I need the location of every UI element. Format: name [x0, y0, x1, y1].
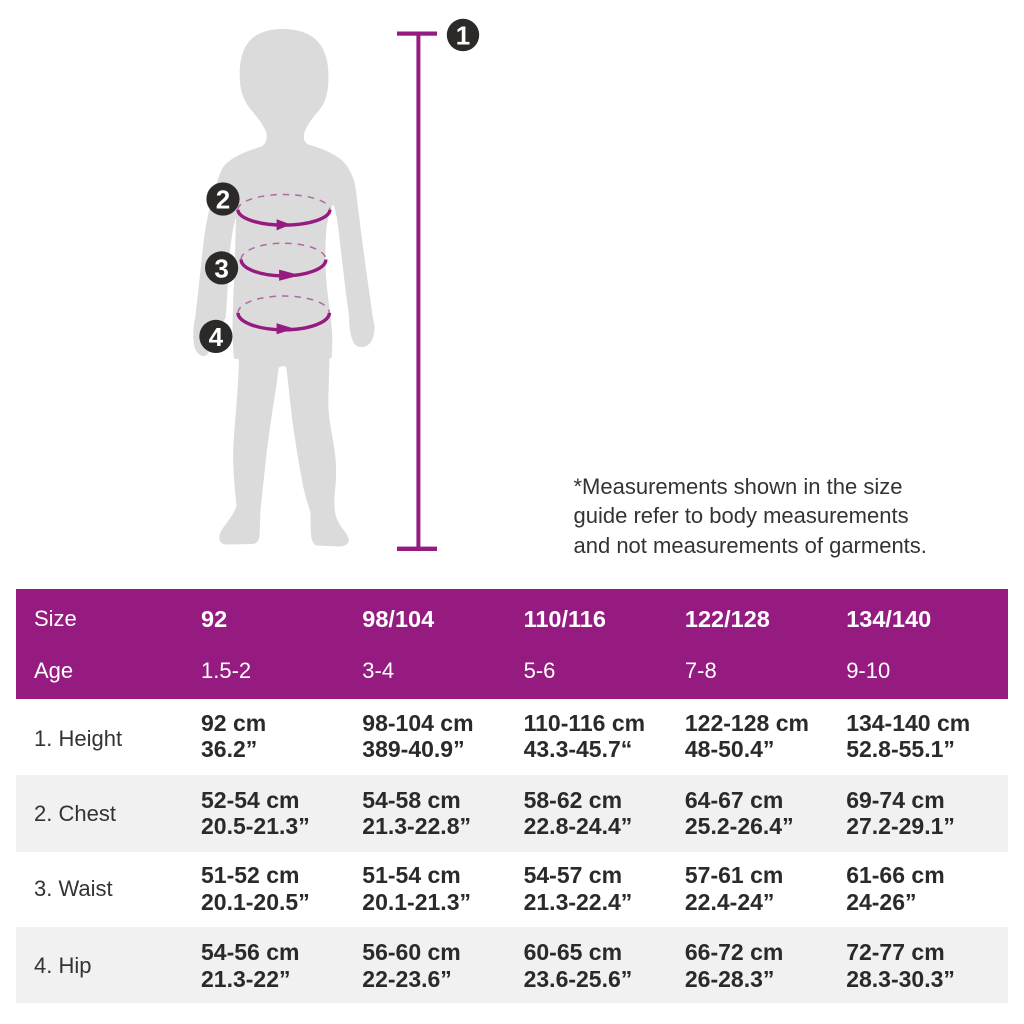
svg-text:1: 1 [456, 20, 470, 50]
svg-text:3: 3 [214, 253, 228, 283]
svg-text:2: 2 [216, 184, 230, 214]
svg-text:4: 4 [209, 322, 224, 352]
